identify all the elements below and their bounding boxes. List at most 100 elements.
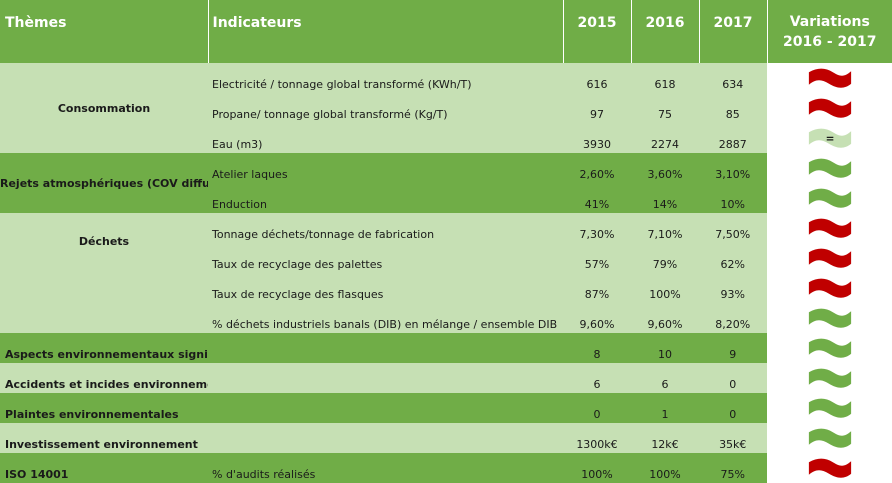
variation-cell [766, 333, 892, 363]
theme-consommation: Consommation [0, 63, 208, 153]
red-flag-icon [806, 277, 854, 299]
equal-sign: = [825, 133, 834, 145]
variation-cell [766, 393, 892, 423]
indicator-cell: Electricité / tonnage global transformé … [208, 63, 563, 93]
table-row: ISO 14001 % d'audits réalisés 100% 100% … [0, 453, 892, 483]
theme-rejets: Rejets atmosphériques (COV diffus) [0, 153, 208, 213]
table-row: Propane/ tonnage global transformé (Kg/T… [0, 93, 892, 123]
indicator-cell: % d'audits réalisés [208, 453, 563, 483]
value-2017: 8,20% [699, 303, 767, 333]
value-2017: 0 [699, 393, 767, 423]
indicator-cell [208, 333, 563, 363]
flag-shape [808, 128, 851, 148]
variation-cell [766, 183, 892, 213]
green-flag-icon [806, 157, 854, 179]
red-flag-icon [806, 457, 854, 479]
value-2015: 0 [563, 393, 631, 423]
variation-cell: = [766, 123, 892, 153]
value-2016: 1 [631, 393, 699, 423]
theme-cell: Plaintes environnementales [0, 393, 208, 423]
table-row: Plaintes environnementales 0 1 0 [0, 393, 892, 423]
flag-shape [808, 338, 851, 358]
flag-shape [808, 98, 851, 118]
header-variation-line1: Variations [789, 13, 870, 30]
indicator-cell: Enduction [208, 183, 563, 213]
value-2016: 6 [631, 363, 699, 393]
variation-cell [766, 453, 892, 483]
flag-shape [808, 278, 851, 298]
equal-flag-icon: = [806, 127, 854, 149]
value-2015: 8 [563, 333, 631, 363]
flag-shape [808, 368, 851, 388]
table-row: Accidents et incides environnementaux 6 … [0, 363, 892, 393]
value-2016: 100% [631, 273, 699, 303]
value-2015: 616 [563, 63, 631, 93]
header-variation-line2: 2016 - 2017 [783, 33, 877, 50]
variation-cell [766, 153, 892, 183]
indicator-cell [208, 393, 563, 423]
red-flag-icon [806, 217, 854, 239]
table-row: Consommation Electricité / tonnage globa… [0, 63, 892, 153]
variation-cell [766, 423, 892, 453]
green-flag-icon [806, 427, 854, 449]
theme-cell: Accidents et incides environnementaux [0, 363, 208, 393]
table-row: Aspects environnementaux significatifs 8… [0, 333, 892, 363]
indicator-cell: Atelier laques [208, 153, 563, 183]
green-flag-icon [806, 367, 854, 389]
indicator-cell: % déchets industriels banals (DIB) en mé… [208, 303, 563, 333]
value-2017: 9 [699, 333, 767, 363]
flag-shape [808, 248, 851, 268]
value-2015: 3930 [563, 123, 631, 153]
flag-shape [808, 158, 851, 178]
value-2015: 97 [563, 93, 631, 123]
flag-shape [808, 68, 851, 88]
value-2016: 79% [631, 243, 699, 273]
value-2016: 3,60% [631, 153, 699, 183]
value-2015: 7,30% [563, 213, 631, 243]
value-2016: 100% [631, 453, 699, 483]
value-2016: 14% [631, 183, 699, 213]
theme-dechets: Déchets [0, 213, 208, 333]
flag-shape [808, 308, 851, 328]
value-2016: 75 [631, 93, 699, 123]
header-indicator: Indicateurs [208, 0, 564, 63]
theme-cell: ISO 14001 [0, 453, 208, 483]
value-2017: 3,10% [699, 153, 767, 183]
value-2015: 6 [563, 363, 631, 393]
table-row: Eau (m3) 3930 2274 2887 = [0, 123, 892, 153]
value-2015: 2,60% [563, 153, 631, 183]
table-row: Investissement environnement 1300k€ 12k€… [0, 423, 892, 453]
indicator-cell: Taux de recyclage des flasques [208, 273, 563, 303]
value-2017: 634 [699, 63, 767, 93]
indicator-cell: Tonnage déchets/tonnage de fabrication [208, 213, 563, 243]
flag-shape [808, 218, 851, 238]
value-2015: 100% [563, 453, 631, 483]
value-2016: 618 [631, 63, 699, 93]
header-row: Thèmes Indicateurs 2015 2016 2017 Variat… [0, 0, 892, 63]
value-2015: 57% [563, 243, 631, 273]
value-2016: 2274 [631, 123, 699, 153]
indicator-cell [208, 423, 563, 453]
table-row: Déchets Tonnage déchets/tonnage de fabri… [0, 213, 892, 333]
table-row: Rejets atmosphériques (COV diffus) Ateli… [0, 153, 892, 213]
flag-shape [808, 398, 851, 418]
value-2017: 35k€ [699, 423, 767, 453]
value-2017: 75% [699, 453, 767, 483]
variation-cell [766, 243, 892, 273]
green-flag-icon [806, 187, 854, 209]
value-2015: 87% [563, 273, 631, 303]
value-2016: 7,10% [631, 213, 699, 243]
header-variation: Variations 2016 - 2017 [767, 0, 892, 63]
value-2017: 2887 [699, 123, 767, 153]
header-year-2015: 2015 [563, 0, 632, 63]
indicator-cell: Propane/ tonnage global transformé (Kg/T… [208, 93, 563, 123]
table-row: Taux de recyclage des palettes 57% 79% 6… [0, 243, 892, 273]
indicator-cell: Eau (m3) [208, 123, 563, 153]
value-2017: 93% [699, 273, 767, 303]
indicator-cell: Taux de recyclage des palettes [208, 243, 563, 273]
value-2017: 7,50% [699, 213, 767, 243]
header-year-2016: 2016 [631, 0, 700, 63]
red-flag-icon [806, 97, 854, 119]
variation-cell [766, 213, 892, 243]
